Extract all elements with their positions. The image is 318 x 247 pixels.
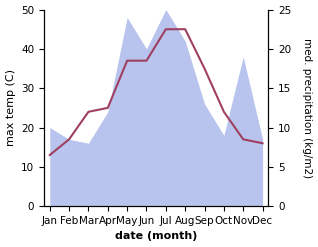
Y-axis label: max temp (C): max temp (C) bbox=[5, 69, 16, 146]
Y-axis label: med. precipitation (kg/m2): med. precipitation (kg/m2) bbox=[302, 38, 313, 178]
X-axis label: date (month): date (month) bbox=[115, 231, 197, 242]
